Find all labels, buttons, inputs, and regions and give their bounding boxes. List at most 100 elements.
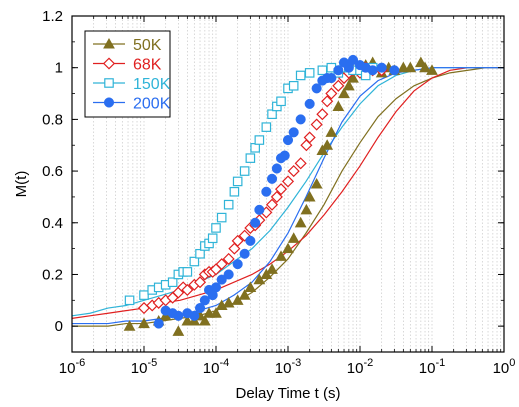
y-tick-label: 0.6 xyxy=(42,163,63,180)
data-point xyxy=(282,135,294,146)
data-point xyxy=(294,157,307,170)
data-point xyxy=(279,150,290,161)
x-tick-label: 100 xyxy=(493,357,516,377)
data-point xyxy=(223,269,234,280)
data-point xyxy=(316,144,329,155)
data-point xyxy=(210,282,222,293)
x-axis-label: Delay Time t (s) xyxy=(235,385,340,402)
data-point xyxy=(189,256,200,267)
data-point xyxy=(426,64,438,75)
series-50K xyxy=(123,56,438,336)
data-point xyxy=(216,212,227,223)
x-tick-label: 10-1 xyxy=(419,357,445,377)
data-point xyxy=(367,65,378,76)
data-point xyxy=(198,314,211,326)
data-point xyxy=(238,289,251,300)
data-points xyxy=(123,54,438,336)
data-point xyxy=(325,126,338,137)
legend-label: 200K xyxy=(133,96,171,113)
data-point xyxy=(304,98,315,109)
data-point xyxy=(172,325,185,336)
data-point xyxy=(326,72,337,84)
series-200K xyxy=(153,54,400,329)
data-point xyxy=(203,307,215,318)
data-point xyxy=(342,79,355,91)
data-point xyxy=(239,166,250,176)
data-point xyxy=(123,320,136,331)
x-tick-label: 10-4 xyxy=(203,357,229,377)
data-point xyxy=(376,62,387,73)
data-point xyxy=(239,248,250,259)
data-point xyxy=(294,216,307,228)
data-point xyxy=(267,109,277,120)
data-point xyxy=(211,223,221,233)
legend-marker xyxy=(102,57,116,70)
data-point xyxy=(274,183,288,196)
data-point xyxy=(332,100,345,112)
data-point xyxy=(347,54,359,65)
y-tick-label: 0.2 xyxy=(42,266,63,283)
data-point xyxy=(270,190,283,203)
data-point xyxy=(253,273,266,285)
data-point xyxy=(276,96,286,107)
data-point xyxy=(321,95,334,108)
legend-label: 150K xyxy=(133,76,171,93)
y-tick-label: 0.4 xyxy=(42,215,63,232)
data-point xyxy=(245,153,256,163)
data-point xyxy=(195,248,205,259)
data-point xyxy=(210,307,222,318)
data-point xyxy=(182,267,193,277)
data-point xyxy=(404,61,417,73)
legend-marker xyxy=(103,97,115,108)
data-point xyxy=(244,281,257,292)
data-point xyxy=(271,163,282,174)
axis-ticks xyxy=(71,15,505,353)
data-point xyxy=(153,318,164,329)
data-point xyxy=(231,294,244,305)
data-point xyxy=(181,314,194,326)
data-point xyxy=(199,295,210,306)
data-point xyxy=(288,80,299,91)
data-point xyxy=(310,118,323,131)
legend-marker xyxy=(103,37,115,49)
data-point xyxy=(332,79,345,92)
data-point xyxy=(232,176,243,187)
data-point xyxy=(254,135,265,145)
data-point xyxy=(338,87,350,99)
data-point xyxy=(310,177,323,189)
data-point xyxy=(389,65,400,76)
data-point xyxy=(193,276,207,289)
data-point xyxy=(245,235,256,246)
data-point xyxy=(321,139,334,150)
data-point xyxy=(215,258,228,271)
data-point xyxy=(303,190,316,202)
data-point xyxy=(266,263,278,274)
data-point xyxy=(124,295,135,306)
data-point xyxy=(311,83,322,94)
data-point xyxy=(260,268,273,280)
data-point xyxy=(266,173,278,184)
data-point xyxy=(189,310,200,321)
data-point xyxy=(303,131,316,144)
data-point xyxy=(231,234,244,247)
data-point xyxy=(397,61,410,73)
data-point xyxy=(333,65,344,76)
data-point xyxy=(229,186,240,197)
data-point xyxy=(173,310,184,321)
x-tick-labels: 10-6 10-5 10-4 10-3 10-2 10-1 100 xyxy=(59,357,516,377)
data-point xyxy=(343,62,354,73)
data-point xyxy=(232,259,243,270)
data-point xyxy=(287,232,300,243)
data-point xyxy=(194,303,206,314)
x-tick-label: 10-2 xyxy=(347,357,373,377)
data-point xyxy=(316,108,329,121)
data-point xyxy=(139,290,149,300)
y-tick-label: 0 xyxy=(55,318,63,335)
x-tick-label: 10-6 xyxy=(59,357,85,377)
data-point xyxy=(207,233,218,244)
legend-label: 50K xyxy=(133,37,162,54)
data-point xyxy=(347,72,359,83)
data-point xyxy=(261,122,272,132)
data-point xyxy=(167,277,178,288)
